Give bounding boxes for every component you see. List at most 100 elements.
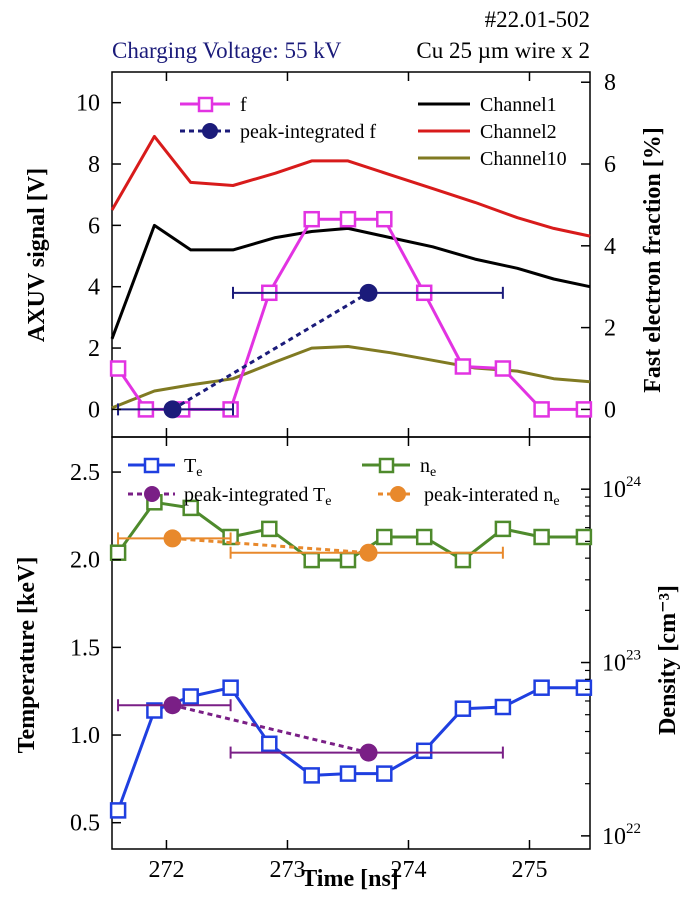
series-ne-point (261, 520, 278, 538)
legend-peak-ne-marker (390, 486, 406, 502)
y-tick-label: 1.0 (70, 723, 100, 749)
top-y2-axis-label: Fast electron fraction [%] (640, 127, 666, 392)
series-te-point (109, 802, 127, 819)
bottom-y-axis-label: Temperature [keV] (14, 557, 40, 754)
y-tick-label: 0 (88, 397, 100, 423)
bottom-y2-axis-label: Density [cm⁻³] (655, 585, 681, 735)
y2-tick-label: 6 (604, 152, 616, 178)
legend-te-sub: e (196, 465, 202, 480)
y-tick-label: 2.5 (70, 460, 100, 486)
bottom-panel-marks (109, 494, 593, 819)
legend-bottom: Te ne peak-integrated Te peak-interated … (128, 455, 560, 509)
legend-peak-f-label: peak-integrated f (240, 121, 376, 143)
legend-top-right: Channel1 Channel2 Channel10 (418, 94, 567, 170)
series-peak-interated-ne-line (172, 536, 369, 555)
y2-tick-label: 8 (604, 70, 616, 96)
y2-tick-exponent: 24 (626, 474, 642, 490)
y-tick-label: 2 (88, 336, 100, 362)
series-ne-point (494, 520, 512, 538)
y2-tick-label: 2 (604, 316, 616, 342)
series-peak-interated-ne-point (163, 529, 182, 548)
y2-tick-label: 1022 (602, 821, 641, 850)
y2-tick-label: 0 (604, 397, 616, 423)
series-te-point (303, 767, 320, 784)
series-f-point (339, 210, 357, 228)
series-peak-integrated-f-point (163, 400, 182, 419)
series-ne-point (303, 551, 320, 569)
legend-ne-label: ne (420, 455, 436, 480)
legend-channel1-label: Channel1 (480, 94, 557, 116)
series-peak-integrated-f-point (359, 283, 378, 302)
series-te-point (182, 688, 199, 705)
legend-peak-te-base: peak-integrated T (184, 484, 325, 506)
axes-ticks: 272 273 274 2750246810024680.51.01.52.02.51… (70, 70, 642, 883)
x-tick-label: 273 (269, 857, 305, 883)
series-channel2-line (110, 134, 591, 238)
series-te-point (222, 679, 239, 696)
legend-peak-te-marker (144, 486, 160, 502)
series-te-point (146, 702, 163, 719)
legend-ne-sub: e (430, 465, 436, 480)
series-ne-point (339, 551, 357, 569)
legend-peak-te-sub: e (325, 494, 331, 509)
x-tick-label: 275 (511, 857, 547, 883)
legend-channel2-label: Channel2 (480, 121, 557, 143)
legend-peak-te-label: peak-integrated Te (184, 484, 331, 509)
top-panel-marks (109, 134, 593, 419)
series-ne-point (454, 551, 472, 569)
series-ne-point (182, 499, 199, 517)
legend-peak-ne-label: peak-interated ne (424, 484, 560, 509)
y-tick-label: 10 (76, 91, 100, 117)
y-tick-label: 0.5 (70, 811, 100, 837)
legend-te-label: Te (184, 455, 202, 480)
series-te-point (454, 700, 472, 717)
shot-number: #22.01-502 (485, 7, 590, 32)
series-ne-point (109, 544, 127, 561)
y2-tick-label: 4 (604, 234, 616, 260)
series-peak-integrated-te-point (163, 696, 182, 715)
x-tick-label: 272 (148, 857, 184, 883)
y-tick-label: 1.5 (70, 635, 100, 661)
series-te-point (339, 765, 357, 782)
top-y-axis-label: AXUV signal [V] (24, 168, 50, 342)
legend-te-marker (143, 457, 160, 474)
y2-tick-label: 1023 (602, 648, 641, 677)
legend-ne-marker (378, 457, 395, 474)
series-peak-integrated-te-line (172, 703, 369, 755)
series-ne-point (575, 528, 593, 546)
y2-tick-exponent: 23 (626, 648, 641, 664)
bottom-plot-frame (111, 436, 591, 850)
legend-top-left: f peak-integrated f (180, 94, 376, 143)
y-tick-label: 2.0 (70, 548, 100, 574)
series-f-point (494, 360, 512, 377)
legend-ne-base: n (420, 455, 430, 477)
series-peak-integrated-te-point (359, 743, 378, 762)
y-tick-label: 6 (88, 213, 100, 239)
y-tick-label: 4 (88, 275, 100, 301)
series-peak-integrated-f-line (171, 291, 370, 411)
y2-tick-exponent: 22 (626, 821, 641, 837)
series-te-point (533, 679, 550, 696)
series-ne-point (533, 528, 550, 546)
series-ne-point (415, 528, 433, 546)
series-te-point (261, 735, 278, 753)
series-ne-point (376, 528, 393, 546)
wire-label: Cu 25 µm wire x 2 (416, 38, 590, 63)
series-f-point (303, 210, 320, 228)
series-channel1-line (110, 223, 591, 340)
series-te-point (575, 679, 593, 696)
legend-peak-ne-base: peak-interated n (424, 484, 553, 506)
series-peak-interated-ne-point (359, 543, 378, 562)
legend-peak-f-marker (202, 123, 218, 139)
legend-f-marker (197, 96, 214, 113)
series-te-point (376, 765, 393, 782)
series-f-point (109, 360, 127, 377)
y-tick-label: 8 (88, 152, 100, 178)
x-axis-label: Time [ns] (301, 866, 399, 892)
legend-te-base: T (184, 455, 196, 477)
legend-channel10-label: Channel10 (480, 148, 567, 170)
legend-peak-ne-sub: e (553, 494, 559, 509)
series-channel10-line (111, 345, 591, 410)
series-f-point (533, 401, 550, 418)
